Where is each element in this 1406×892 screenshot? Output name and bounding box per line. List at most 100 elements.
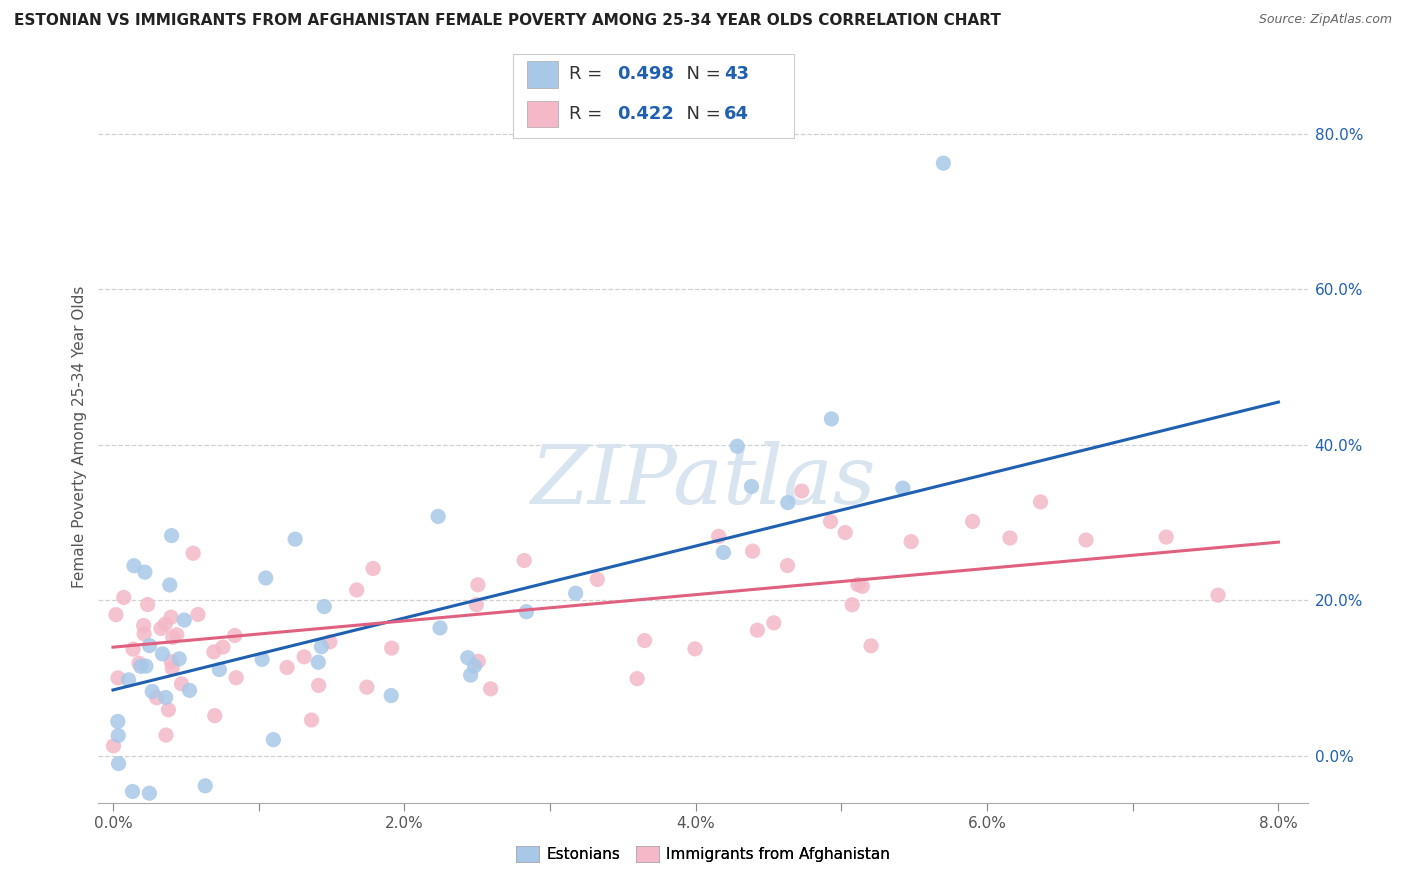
Point [626,672,648,686]
Point [262,732,284,747]
Point [1074,533,1097,547]
Point [160,661,183,675]
Point [145,690,167,705]
Text: ZIPatlas: ZIPatlas [530,441,876,521]
Point [129,659,152,673]
Point [633,633,655,648]
Point [107,756,129,771]
Point [170,677,193,691]
Point [747,623,769,637]
Point [762,615,785,630]
Point [155,617,177,632]
Point [725,439,748,453]
Text: 0.422: 0.422 [617,105,673,123]
Point [932,156,955,170]
Point [212,640,235,654]
Point [107,671,129,685]
Point [157,703,180,717]
Point [149,622,172,636]
Point [122,558,145,573]
Point [962,515,984,529]
Point [776,495,799,509]
Point [308,678,330,692]
Point [166,628,188,642]
Point [224,628,246,642]
Point [900,534,922,549]
Point [155,690,177,705]
Point [132,618,155,632]
Point [427,509,450,524]
Point [319,635,342,649]
Point [683,641,706,656]
Text: Source: ZipAtlas.com: Source: ZipAtlas.com [1258,13,1392,27]
Point [776,558,799,573]
Point [741,544,763,558]
Point [134,565,156,579]
Point [173,613,195,627]
Point [138,639,160,653]
Point [479,681,502,696]
Point [179,683,201,698]
Point [465,598,488,612]
Point [564,586,586,600]
Point [740,479,762,493]
Point [117,673,139,687]
Point [1029,495,1052,509]
Text: N =: N = [675,65,727,83]
Point [841,598,863,612]
Point [361,561,384,575]
Point [513,553,536,567]
Point [104,607,127,622]
Point [107,714,129,729]
Point [107,729,129,743]
Point [463,659,485,673]
Point [160,528,183,542]
Text: 0.498: 0.498 [617,65,675,83]
Point [138,786,160,800]
Text: 64: 64 [724,105,749,123]
Text: N =: N = [675,105,727,123]
Point [134,626,156,640]
Point [790,483,813,498]
Point [311,640,333,654]
Point [276,660,298,674]
Point [112,591,135,605]
Point [346,582,368,597]
Point [167,652,190,666]
Point [159,578,181,592]
Point [381,641,404,656]
Point [136,598,159,612]
Point [820,515,842,529]
Point [160,655,183,669]
Point [860,639,883,653]
Point [891,481,914,495]
Point [1154,530,1177,544]
Point [160,610,183,624]
Point [834,525,856,540]
Point [141,684,163,698]
Y-axis label: Female Poverty Among 25-34 Year Olds: Female Poverty Among 25-34 Year Olds [72,286,87,588]
Point [460,668,482,682]
Point [155,728,177,742]
Point [457,650,479,665]
Point [254,571,277,585]
Point [1206,588,1229,602]
Point [121,784,143,798]
Point [851,579,873,593]
Point [292,649,315,664]
Point [103,739,125,753]
Point [356,680,378,694]
Text: ESTONIAN VS IMMIGRANTS FROM AFGHANISTAN FEMALE POVERTY AMONG 25-34 YEAR OLDS COR: ESTONIAN VS IMMIGRANTS FROM AFGHANISTAN … [14,13,1001,29]
Point [208,663,231,677]
Point [467,654,489,668]
Text: 43: 43 [724,65,749,83]
Point [187,607,209,622]
Point [301,713,323,727]
Point [194,779,217,793]
Point [250,652,273,666]
Point [204,708,226,723]
Point [314,599,336,614]
Point [181,546,204,560]
Point [128,656,150,670]
Point [307,655,329,669]
